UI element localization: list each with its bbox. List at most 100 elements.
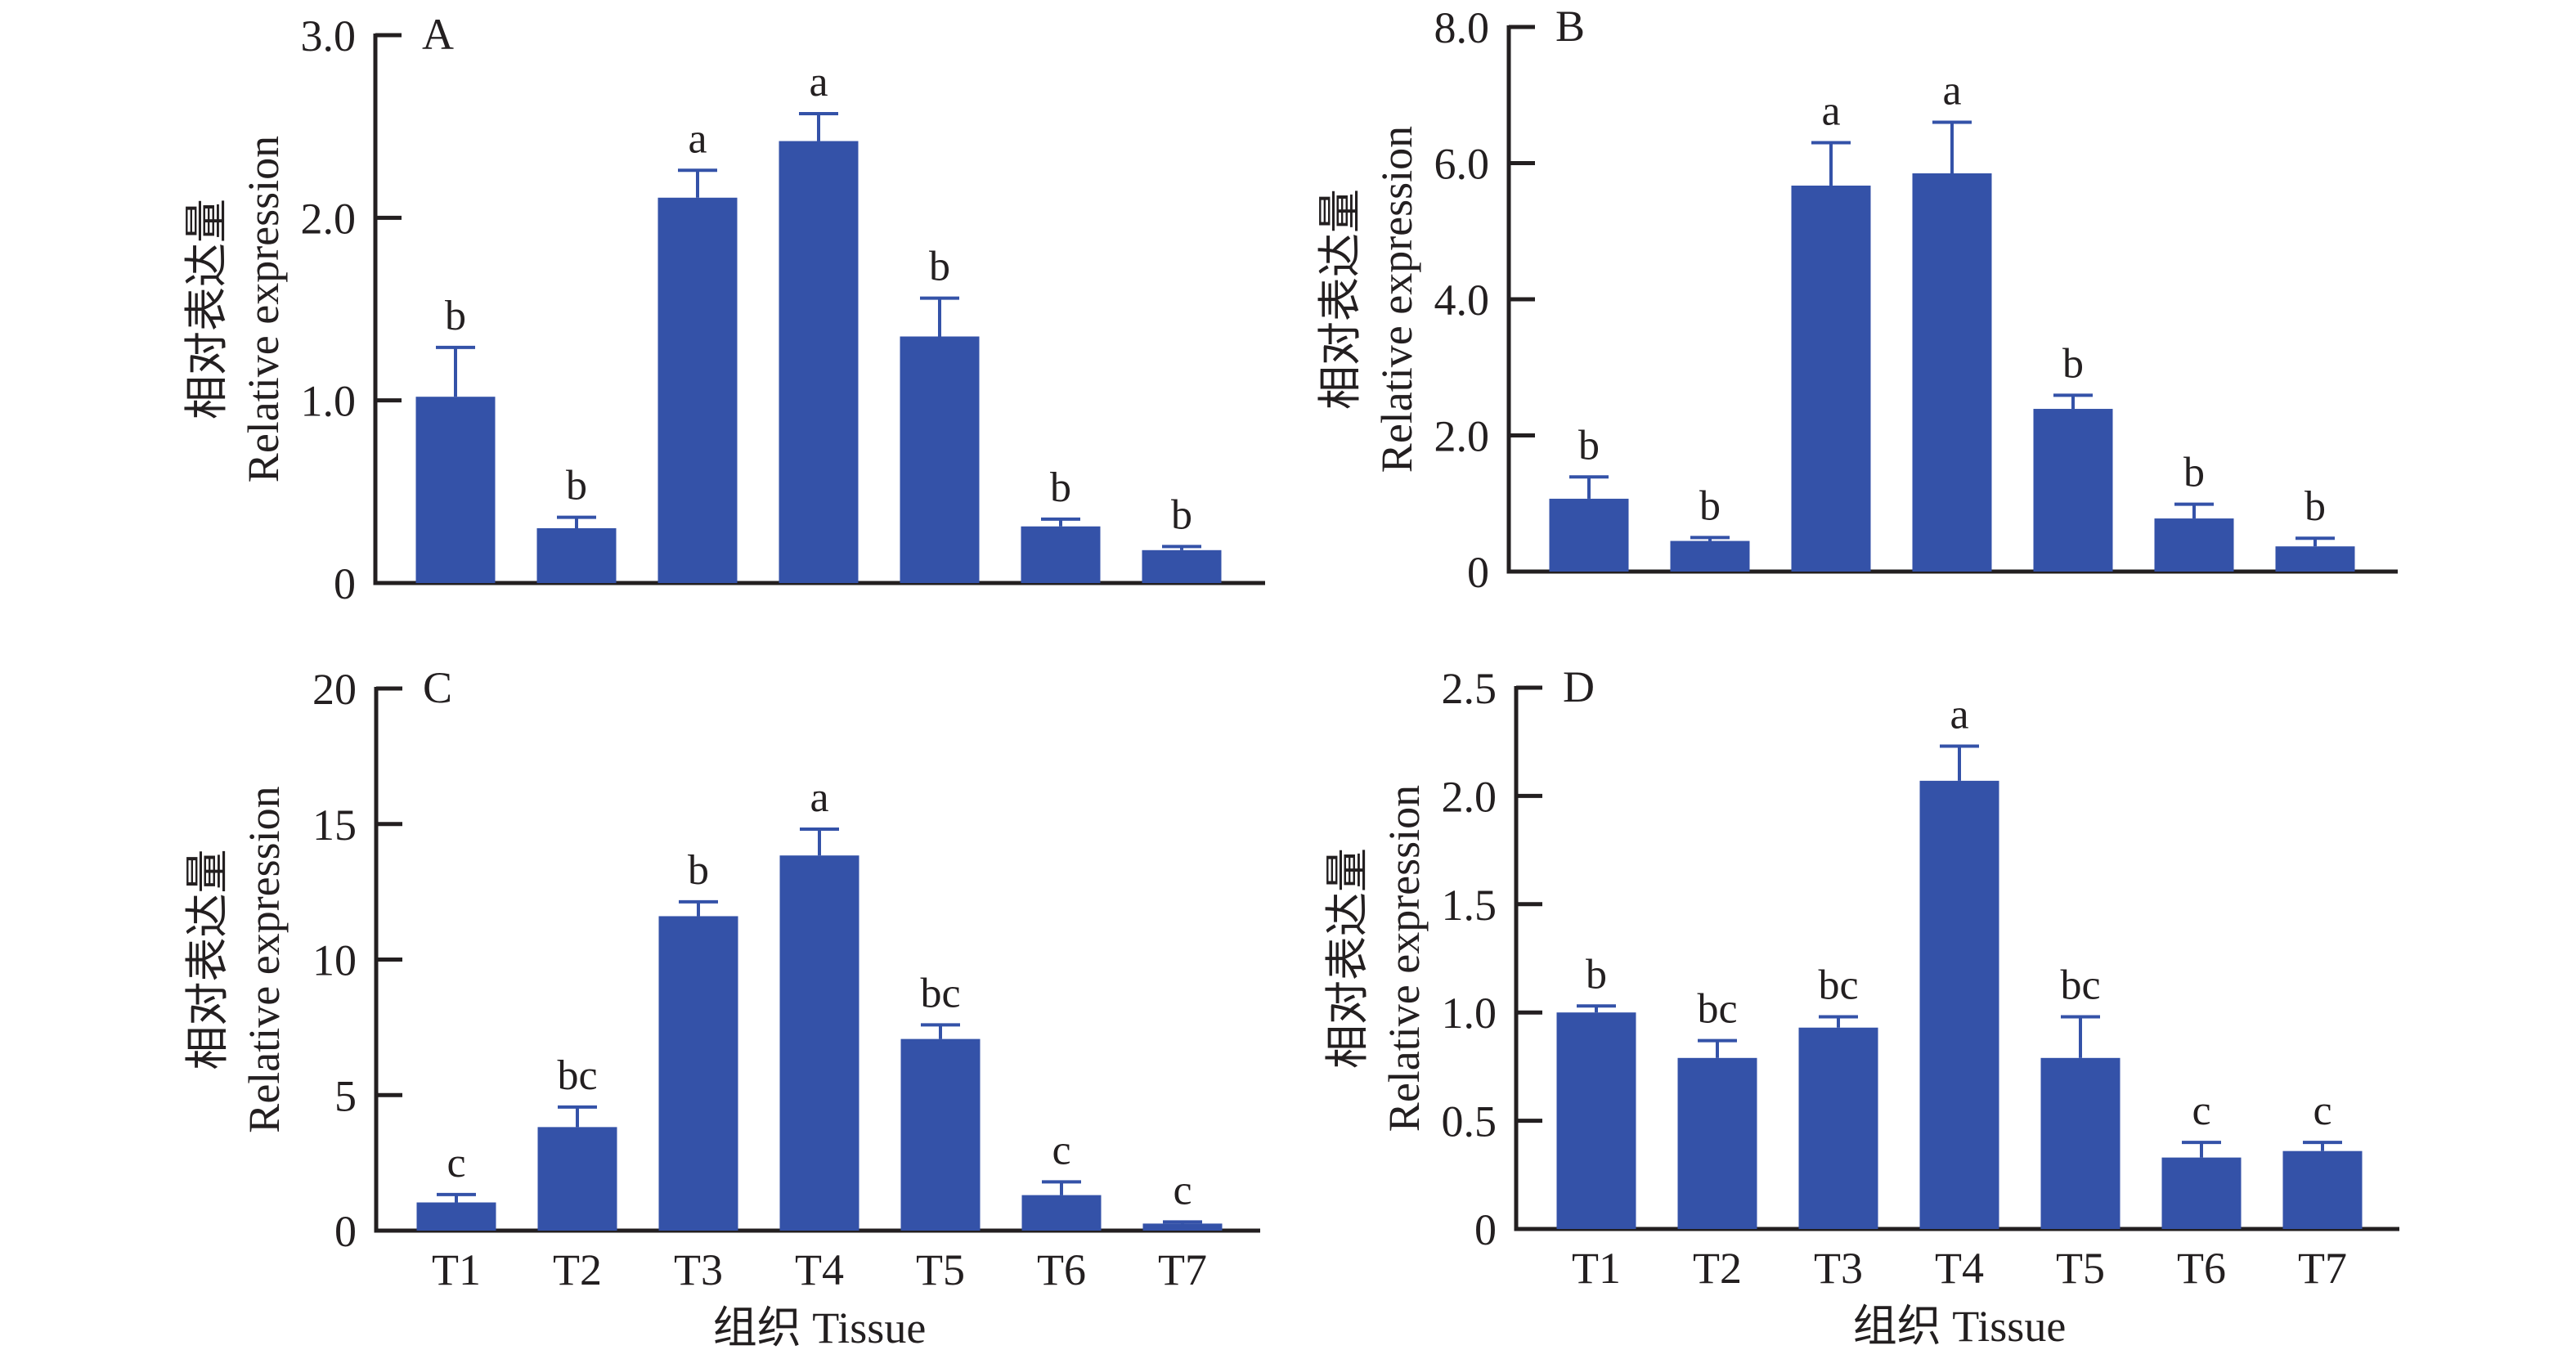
bar-t3 [657, 197, 738, 583]
x-axis-title: 组织 Tissue [1853, 1302, 2067, 1351]
significance-label: c [447, 1140, 465, 1186]
bar-t2 [537, 1127, 617, 1231]
y-axis-title-cn: 相对表达量 [182, 199, 231, 419]
bar-t1 [1549, 498, 1629, 572]
significance-label: b [688, 847, 709, 894]
bar-t3 [658, 916, 738, 1231]
y-tick-label: 2.0 [301, 194, 357, 243]
x-tick-label: T1 [1572, 1244, 1621, 1293]
y-tick-label: 20 [312, 665, 357, 714]
bar-t1 [416, 1202, 496, 1231]
significance-label: a [1950, 691, 1968, 738]
bar-t4 [1912, 173, 1992, 572]
significance-label: b [2304, 483, 2326, 530]
bar-t4 [1919, 780, 1999, 1229]
bar-t5 [900, 1038, 981, 1231]
bar-t5 [2033, 409, 2113, 572]
significance-label: c [1052, 1127, 1070, 1173]
bar-t6 [1021, 1195, 1102, 1231]
significance-label: bc [1818, 962, 1858, 1008]
significance-label: bc [1697, 986, 1737, 1033]
bar-t7 [2275, 546, 2355, 572]
significance-label: b [1586, 951, 1607, 998]
x-tick-label: T5 [2056, 1244, 2105, 1293]
significance-label: b [1699, 482, 1721, 529]
x-tick-label: T6 [2177, 1244, 2226, 1293]
x-tick-label: T3 [1814, 1244, 1863, 1293]
significance-label: b [1578, 422, 1600, 469]
y-axis-title-en: Relative expression [240, 786, 289, 1132]
panel-letter: B [1555, 2, 1585, 51]
bar-t6 [2154, 518, 2234, 572]
significance-label: b [566, 463, 587, 509]
bar-t6 [2161, 1157, 2242, 1229]
y-tick-label: 1.5 [1442, 881, 1497, 930]
significance-label: bc [557, 1052, 597, 1099]
y-tick-label: 15 [312, 801, 357, 850]
bar-t4 [779, 141, 859, 584]
bar-t3 [1798, 1027, 1878, 1229]
y-tick-label: 0 [1474, 1205, 1497, 1254]
significance-label: b [2183, 450, 2205, 496]
y-axis-title-cn: 相对表达量 [1316, 189, 1365, 410]
significance-label: c [2192, 1088, 2210, 1134]
x-tick-label: T4 [795, 1245, 844, 1294]
x-tick-label: T6 [1037, 1245, 1086, 1294]
bar-t2 [1677, 1057, 1757, 1229]
bar-t1 [1556, 1012, 1636, 1229]
significance-label: b [929, 244, 950, 290]
significance-label: c [2313, 1088, 2331, 1134]
y-tick-label: 0 [334, 1207, 357, 1256]
significance-label: b [1171, 491, 1192, 538]
x-tick-label: T2 [1693, 1244, 1742, 1293]
y-axis-title-en: Relative expression [1380, 785, 1429, 1132]
bar-t6 [1021, 526, 1101, 583]
panel-d: 0 0.5 1.0 1.5 2.0 2.5 D 相对表达量 Relative expressio… [1323, 662, 2399, 1351]
panel-letter: D [1563, 662, 1595, 711]
y-tick-label: 0 [334, 559, 356, 608]
bar-t4 [779, 855, 859, 1231]
bar-t7 [1142, 549, 1222, 583]
x-tick-label: T4 [1935, 1244, 1984, 1293]
x-axis-title: 组织 Tissue [713, 1303, 927, 1352]
bar-t7 [1142, 1223, 1223, 1231]
bar-t7 [2282, 1150, 2363, 1229]
bar-t3 [1791, 185, 1871, 572]
bar-t2 [1670, 540, 1750, 572]
y-tick-label: 1.0 [1442, 989, 1497, 1038]
panel-letter: A [422, 10, 454, 59]
y-axis-title-cn: 相对表达量 [183, 850, 232, 1070]
panel-b: 0 2.0 4.0 6.0 8.0 B 相对表达量 Relative expression b b… [1316, 2, 2398, 597]
bar-t5 [2040, 1057, 2120, 1229]
y-tick-label: 1.0 [301, 377, 357, 426]
y-tick-label: 2.0 [1434, 412, 1490, 461]
significance-label: a [688, 115, 707, 162]
bar-t5 [900, 336, 980, 583]
significance-label: bc [2060, 962, 2100, 1008]
y-tick-label: 10 [312, 936, 357, 985]
significance-label: bc [920, 970, 960, 1016]
y-tick-label: 0 [1467, 548, 1489, 597]
x-tick-label: T2 [553, 1245, 602, 1294]
significance-label: b [1050, 464, 1071, 511]
significance-label: b [445, 293, 466, 339]
bar-t2 [536, 528, 617, 583]
significance-label: c [1173, 1167, 1192, 1213]
y-axis-title-cn: 相对表达量 [1323, 848, 1372, 1069]
y-tick-label: 4.0 [1434, 276, 1490, 325]
y-axis-title-en: Relative expression [239, 136, 288, 482]
x-tick-label: T3 [674, 1245, 723, 1294]
bar-t1 [415, 397, 496, 583]
y-axis-title-en: Relative expression [1372, 126, 1421, 473]
y-tick-label: 2.0 [1442, 772, 1497, 821]
panel-a: 0 1.0 2.0 3.0 A 相对表达量 Relative expression b b a a b… [182, 10, 1265, 608]
x-tick-label: T1 [432, 1245, 481, 1294]
y-tick-label: 8.0 [1434, 3, 1490, 52]
panel-letter: C [423, 663, 452, 712]
y-tick-label: 2.5 [1442, 664, 1497, 713]
significance-label: a [1942, 68, 1961, 114]
x-tick-label: T7 [1158, 1245, 1207, 1294]
significance-label: a [1821, 88, 1840, 135]
